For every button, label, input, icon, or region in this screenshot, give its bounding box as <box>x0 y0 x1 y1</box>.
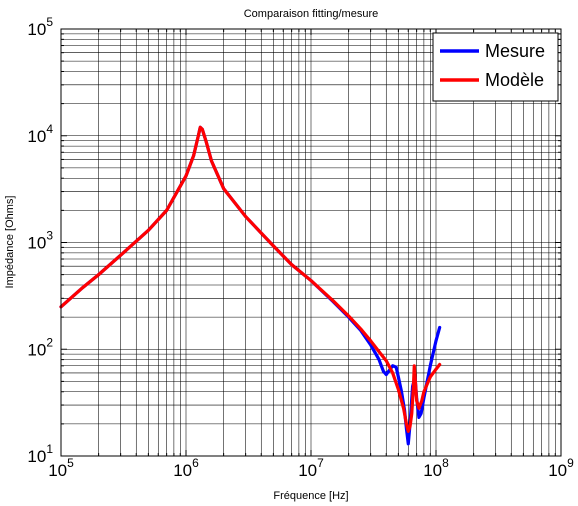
x-tick-label: 109 <box>548 456 574 480</box>
y-tick-label: 101 <box>27 442 53 466</box>
legend-label-modele: Modèle <box>485 70 544 90</box>
x-tick-label: 108 <box>423 456 449 480</box>
tick-marks <box>60 29 561 457</box>
legend: Mesure Modèle <box>432 32 559 102</box>
y-tick-label: 102 <box>27 335 53 359</box>
grid <box>60 29 561 457</box>
y-tick-label: 103 <box>27 229 53 253</box>
x-tick-label: 105 <box>48 456 74 480</box>
series-line-modele <box>59 125 442 433</box>
series-group <box>59 125 442 446</box>
tick-labels: 105 106 107 108 109 101 102 103 104 105 <box>27 15 574 480</box>
x-tick-label: 106 <box>173 456 199 480</box>
legend-box <box>432 32 559 102</box>
y-axis-title: Impédance [Ohms] <box>4 196 16 289</box>
legend-label-mesure: Mesure <box>485 41 545 61</box>
x-axis-title: Fréquence [Hz] <box>273 490 348 502</box>
chart-title: Comparaison fitting/mesure <box>244 8 379 20</box>
y-tick-label: 104 <box>27 122 53 146</box>
y-tick-label: 105 <box>27 15 53 39</box>
x-tick-label: 107 <box>298 456 324 480</box>
